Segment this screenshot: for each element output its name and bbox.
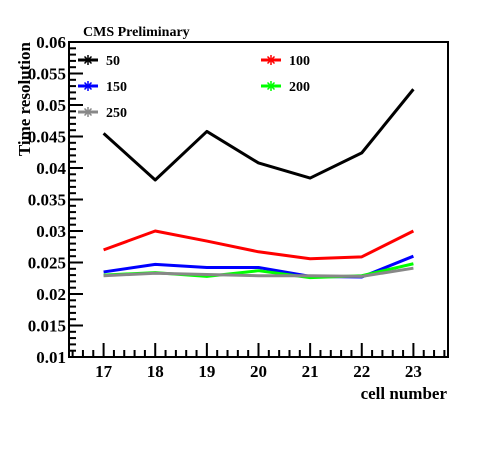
y-tick-label: 0.035 xyxy=(28,191,66,210)
y-tick-label: 0.02 xyxy=(36,285,66,304)
series-line-250 xyxy=(103,266,414,278)
series-layer xyxy=(102,88,415,280)
x-tick-label: 19 xyxy=(198,362,215,381)
legend: 50 100 150 200 250 xyxy=(78,54,310,121)
legend-marker-200 xyxy=(266,81,276,91)
legend-label-150: 150 xyxy=(106,80,127,95)
cms-preliminary-label: CMS Preliminary xyxy=(83,25,190,40)
x-axis-title: cell number xyxy=(361,384,448,403)
legend-label-50: 50 xyxy=(106,54,120,69)
legend-marker-50 xyxy=(83,55,93,65)
x-tick-label: 17 xyxy=(95,362,113,381)
legend-label-200: 200 xyxy=(289,80,310,95)
y-tick-label: 0.045 xyxy=(28,128,66,147)
x-tick-label: 18 xyxy=(147,362,164,381)
x-axis-ticks: 17 18 19 20 21 22 23 xyxy=(71,343,446,381)
y-axis-title: Time resolution xyxy=(15,41,34,156)
y-tick-label: 0.015 xyxy=(28,317,66,336)
series-line-50 xyxy=(102,88,415,182)
y-tick-label: 0.05 xyxy=(36,96,66,115)
legend-marker-100 xyxy=(266,55,276,65)
x-tick-label: 21 xyxy=(302,362,319,381)
y-tick-label: 0.04 xyxy=(36,159,66,178)
y-tick-label: 0.06 xyxy=(36,33,66,52)
y-tick-label: 0.01 xyxy=(36,348,66,367)
x-tick-label: 20 xyxy=(250,362,267,381)
series-line-100 xyxy=(103,229,415,261)
x-tick-label: 22 xyxy=(353,362,370,381)
y-axis-ticks: 0.01 0.015 0.02 0.025 0.03 0.035 0.04 0.045 0.05… xyxy=(28,33,83,367)
legend-label-250: 250 xyxy=(106,106,127,121)
y-tick-label: 0.03 xyxy=(36,222,66,241)
y-tick-label: 0.025 xyxy=(28,254,66,273)
legend-marker-150 xyxy=(83,81,93,91)
legend-marker-250 xyxy=(83,107,93,117)
y-tick-label: 0.055 xyxy=(28,65,66,84)
legend-label-100: 100 xyxy=(289,54,310,69)
x-tick-label: 23 xyxy=(405,362,422,381)
